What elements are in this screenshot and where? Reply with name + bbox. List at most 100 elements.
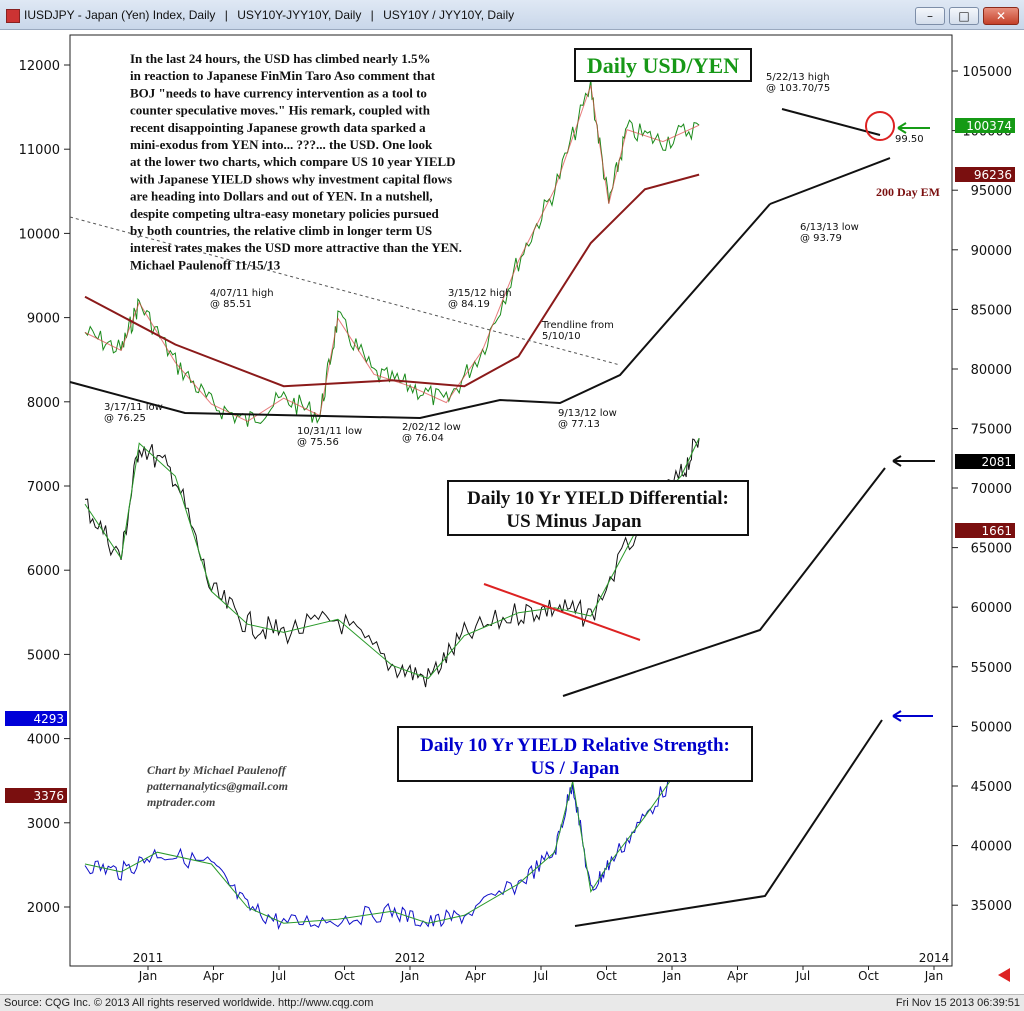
tab-usdjpy[interactable]: IUSDJPY - Japan (Yen) Index, Daily xyxy=(24,8,216,22)
x-axis-month: Jul xyxy=(795,969,810,983)
relative-strength-ma-line xyxy=(84,738,700,924)
title-box-relative: Daily 10 Yr YIELD Relative Strength: US … xyxy=(397,726,753,782)
commentary-line: counter speculative moves." His remark, … xyxy=(130,103,431,118)
commentary-line: recent disappointing Japanese growth dat… xyxy=(130,120,426,135)
annotation-value: @ 103.70/75 xyxy=(766,83,830,94)
x-axis-month: Oct xyxy=(596,969,617,983)
commentary-line: despite competing ultra-easy monetary po… xyxy=(130,206,440,221)
badge-diff-last-bg xyxy=(955,454,1015,469)
minimize-button[interactable]: – xyxy=(915,7,945,25)
x-axis-year: 2011 xyxy=(133,951,164,965)
x-axis-month: Apr xyxy=(727,969,748,983)
right-axis-tick: 90000 xyxy=(971,244,1012,259)
badge-diff-ema-bg xyxy=(955,523,1015,538)
maximize-button[interactable]: □ xyxy=(949,7,979,25)
commentary-line: In the last 24 hours, the USD has climbe… xyxy=(130,51,430,66)
right-axis-tick: 55000 xyxy=(971,661,1012,676)
close-button[interactable]: ✕ xyxy=(983,7,1019,25)
x-axis-month: Jan xyxy=(138,969,158,983)
tab-yield-diff[interactable]: USY10Y-JYY10Y, Daily xyxy=(237,8,362,22)
x-axis-month: Oct xyxy=(334,969,355,983)
highlight-circle-icon xyxy=(865,111,895,141)
status-source: Source: CQG Inc. © 2013 All rights reser… xyxy=(4,997,374,1009)
trendline xyxy=(574,719,883,927)
scroll-left-arrow-icon[interactable] xyxy=(998,968,1010,982)
trendline xyxy=(781,108,881,136)
annotation-value: @ 75.56 xyxy=(297,437,339,448)
commentary-line: in reaction to Japanese FinMin Taro Aso … xyxy=(130,68,436,83)
right-axis-tick: 40000 xyxy=(971,840,1012,855)
annotation-value: 5/10/10 xyxy=(542,331,581,342)
left-axis-tick: 5000 xyxy=(27,648,60,663)
x-axis-year: 2013 xyxy=(657,951,688,965)
commentary-line: at the lower two charts, which compare U… xyxy=(130,154,456,169)
annotation-value: @ 77.13 xyxy=(558,419,600,430)
trendline xyxy=(769,157,891,205)
annotation-label: 99.50 xyxy=(895,134,924,145)
green-arrow-icon xyxy=(897,122,930,134)
right-axis-tick: 75000 xyxy=(971,423,1012,438)
credit-site: mptrader.com xyxy=(147,795,215,809)
right-axis-tick: 65000 xyxy=(971,542,1012,557)
x-axis-month: Apr xyxy=(203,969,224,983)
right-axis-tick: 80000 xyxy=(971,363,1012,378)
usdyen-ema-line xyxy=(84,173,700,388)
right-axis-tick: 50000 xyxy=(971,720,1012,735)
right-axis-tick: 95000 xyxy=(971,184,1012,199)
badge-rel-last: 4293 xyxy=(33,712,64,726)
annotation-value: @ 76.25 xyxy=(104,413,146,424)
annotation-label: 2/02/12 low xyxy=(402,422,461,433)
commentary-line: by both countries, the relative climb in… xyxy=(130,223,432,238)
x-axis-year: 2012 xyxy=(395,951,426,965)
left-axis-tick: 9000 xyxy=(27,312,60,327)
annotation-label: 9/13/12 low xyxy=(558,408,617,419)
right-axis-tick: 70000 xyxy=(971,482,1012,497)
tab-yield-ratio[interactable]: USY10Y / JYY10Y, Daily xyxy=(383,8,515,22)
badge-usdyen-ema: 96236 xyxy=(974,168,1012,182)
commentary-line: interest rates makes the USD more attrac… xyxy=(130,240,462,255)
chart-subtitle-differential: US Minus Japan xyxy=(506,511,642,532)
labels-group: 3/17/11 low@ 76.25 4/07/11 high@ 85.51 10/… xyxy=(5,72,1015,803)
window-tabs: IUSDJPY - Japan (Yen) Index, Daily | USY… xyxy=(24,8,520,22)
annotation-label: 4/07/11 high xyxy=(210,288,274,299)
left-axis-tick: 10000 xyxy=(19,227,60,242)
x-axis-year: 2014 xyxy=(919,951,950,965)
commentary-line: mini-exodus from YEN into... ???... the … xyxy=(130,137,433,152)
commentary-line: are heading into Dollars and out of YEN.… xyxy=(130,189,433,204)
black-arrow-icon xyxy=(892,455,935,467)
right-axis-tick: 45000 xyxy=(971,780,1012,795)
title-box-differential: Daily 10 Yr YIELD Differential: US Minus… xyxy=(447,480,749,536)
relative-strength-line xyxy=(84,735,700,930)
annotation-label: 10/31/11 low xyxy=(297,426,362,437)
x-axis-month: Jan xyxy=(662,969,682,983)
status-timestamp: Fri Nov 15 2013 06:39:51 xyxy=(895,997,1020,1009)
chart-title-differential: Daily 10 Yr YIELD Differential: xyxy=(467,488,729,509)
credit-author: Chart by Michael Paulenoff xyxy=(147,763,287,777)
left-axis-tick: 4000 xyxy=(27,733,60,748)
annotation-label: Trendline from xyxy=(541,320,614,331)
title-box-usdyen: Daily USD/YEN xyxy=(574,48,752,82)
left-axis-tick: 2000 xyxy=(27,901,60,916)
commentary-block: In the last 24 hours, the USD has climbe… xyxy=(130,51,462,272)
annotation-label: 3/15/12 high xyxy=(448,288,512,299)
left-axis-tick: 8000 xyxy=(27,396,60,411)
chart-area[interactable]: 1200011000100009000800070006000500040003… xyxy=(0,30,1024,994)
commentary-line: BOJ "needs to have currency intervention… xyxy=(130,85,427,100)
right-axis-tick: 105000 xyxy=(962,65,1012,80)
left-axis-tick: 6000 xyxy=(27,564,60,579)
annotation-value: @ 93.79 xyxy=(800,233,842,244)
differential-ma-line xyxy=(84,437,700,680)
annotation-value: @ 76.04 xyxy=(402,433,444,444)
window-titlebar: IUSDJPY - Japan (Yen) Index, Daily | USY… xyxy=(0,0,1024,30)
badge-usdyen-ema-bg xyxy=(955,167,1015,182)
app-icon xyxy=(6,9,20,23)
x-axis-month: Jan xyxy=(924,969,944,983)
x-axis-month: Jan xyxy=(400,969,420,983)
annotation-label: 6/13/13 low xyxy=(800,222,859,233)
trendline xyxy=(562,467,886,697)
right-axis-tick: 35000 xyxy=(971,899,1012,914)
x-axis-month: Apr xyxy=(465,969,486,983)
chart-title-relative: Daily 10 Yr YIELD Relative Strength: xyxy=(420,735,730,756)
series-group xyxy=(69,79,935,930)
left-axis-tick: 7000 xyxy=(27,480,60,495)
